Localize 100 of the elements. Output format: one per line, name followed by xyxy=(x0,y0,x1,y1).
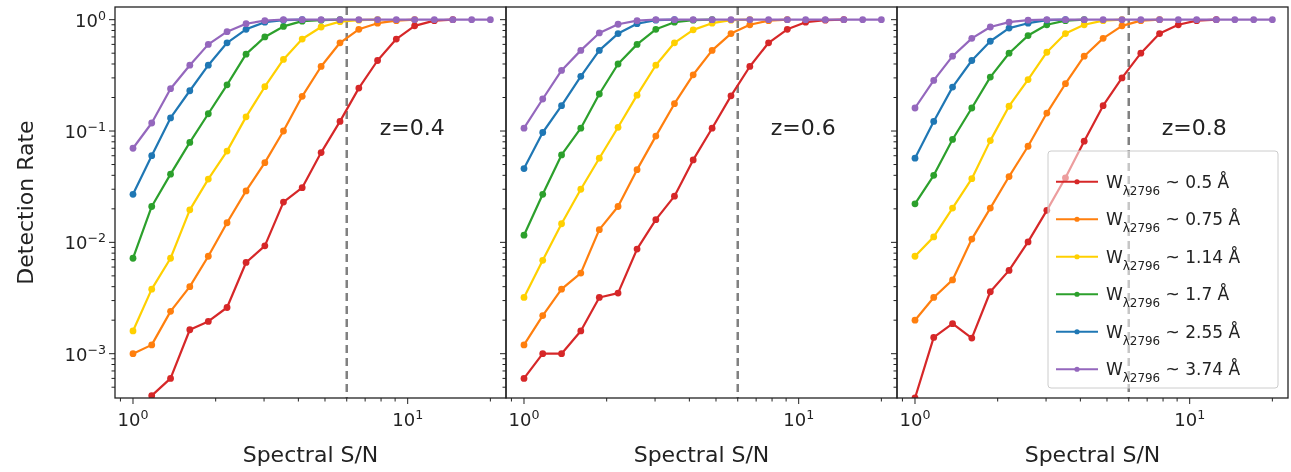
point xyxy=(148,341,156,349)
point xyxy=(1043,109,1051,117)
point xyxy=(877,16,885,24)
point xyxy=(614,60,622,68)
x-tick-label: 10$^{1}$ xyxy=(392,406,424,430)
point xyxy=(614,289,622,297)
point xyxy=(129,350,137,358)
point xyxy=(595,46,603,54)
point xyxy=(558,102,565,110)
point xyxy=(930,76,938,84)
point xyxy=(1005,18,1013,26)
point xyxy=(595,226,603,234)
annotation: z=0.6 xyxy=(770,115,836,140)
point xyxy=(520,231,528,239)
point xyxy=(614,203,622,210)
point xyxy=(595,154,603,162)
point xyxy=(633,166,641,174)
point xyxy=(280,23,287,30)
point xyxy=(336,39,344,47)
point xyxy=(186,283,194,291)
point xyxy=(558,151,565,159)
point xyxy=(968,334,976,342)
point xyxy=(949,83,956,91)
point xyxy=(317,149,325,156)
point xyxy=(167,170,174,178)
point xyxy=(727,92,735,100)
point xyxy=(520,165,528,172)
point xyxy=(298,35,306,43)
point xyxy=(558,220,565,228)
point xyxy=(1099,34,1107,42)
y-tick-label: 10$^{−1}$ xyxy=(64,118,106,143)
point xyxy=(671,39,678,47)
point xyxy=(520,375,528,382)
point xyxy=(298,184,306,192)
point xyxy=(539,312,547,319)
legend-label: W$_{λ2796}$ ~ 1.14 Å xyxy=(1106,245,1241,273)
point xyxy=(558,285,565,293)
point xyxy=(671,192,678,200)
point xyxy=(486,16,494,24)
annotation: z=0.4 xyxy=(379,115,445,140)
point xyxy=(727,30,735,37)
point xyxy=(949,204,956,212)
point xyxy=(129,327,137,335)
point xyxy=(186,139,194,146)
point xyxy=(986,73,994,81)
point xyxy=(167,375,174,382)
point xyxy=(911,104,919,112)
point xyxy=(689,26,697,34)
point xyxy=(1062,30,1069,37)
point xyxy=(204,61,212,69)
point xyxy=(633,40,641,48)
point xyxy=(633,245,641,253)
point xyxy=(1268,16,1276,24)
point xyxy=(355,25,363,33)
point xyxy=(392,35,400,43)
point xyxy=(614,123,622,131)
point xyxy=(783,25,791,33)
point xyxy=(317,63,325,70)
point xyxy=(204,252,212,260)
point xyxy=(986,23,994,31)
point xyxy=(1005,266,1013,274)
point xyxy=(148,392,156,398)
point xyxy=(186,206,194,214)
point xyxy=(1118,74,1126,82)
point xyxy=(1043,48,1051,56)
point xyxy=(1080,137,1088,145)
point xyxy=(558,67,565,74)
annotation: z=0.8 xyxy=(1161,115,1227,140)
legend-label: W$_{λ2796}$ ~ 3.74 Å xyxy=(1106,358,1241,386)
point xyxy=(223,304,231,311)
y-tick-label: 10$^{0}$ xyxy=(75,7,106,31)
point xyxy=(911,316,919,324)
point xyxy=(167,85,174,93)
point xyxy=(261,83,269,91)
point xyxy=(930,171,938,179)
point xyxy=(317,23,325,31)
point xyxy=(652,132,660,140)
point xyxy=(689,71,697,79)
point xyxy=(374,57,381,64)
point xyxy=(298,92,306,100)
point xyxy=(968,175,976,183)
x-tick-label: 10$^{0}$ xyxy=(899,406,931,430)
point xyxy=(148,152,156,160)
point xyxy=(167,254,174,262)
point xyxy=(242,20,250,28)
x-tick-label: 10$^{1}$ xyxy=(1174,406,1206,430)
point xyxy=(261,159,269,167)
point xyxy=(520,341,528,349)
point xyxy=(652,25,660,33)
point xyxy=(520,294,528,301)
point xyxy=(539,129,547,136)
point xyxy=(539,256,547,264)
point xyxy=(520,124,528,132)
point xyxy=(911,252,919,260)
x-tick-label: 10$^{0}$ xyxy=(117,406,149,430)
point xyxy=(204,318,212,325)
point xyxy=(633,91,641,99)
point xyxy=(280,198,287,206)
point xyxy=(280,55,287,63)
point xyxy=(411,22,419,30)
